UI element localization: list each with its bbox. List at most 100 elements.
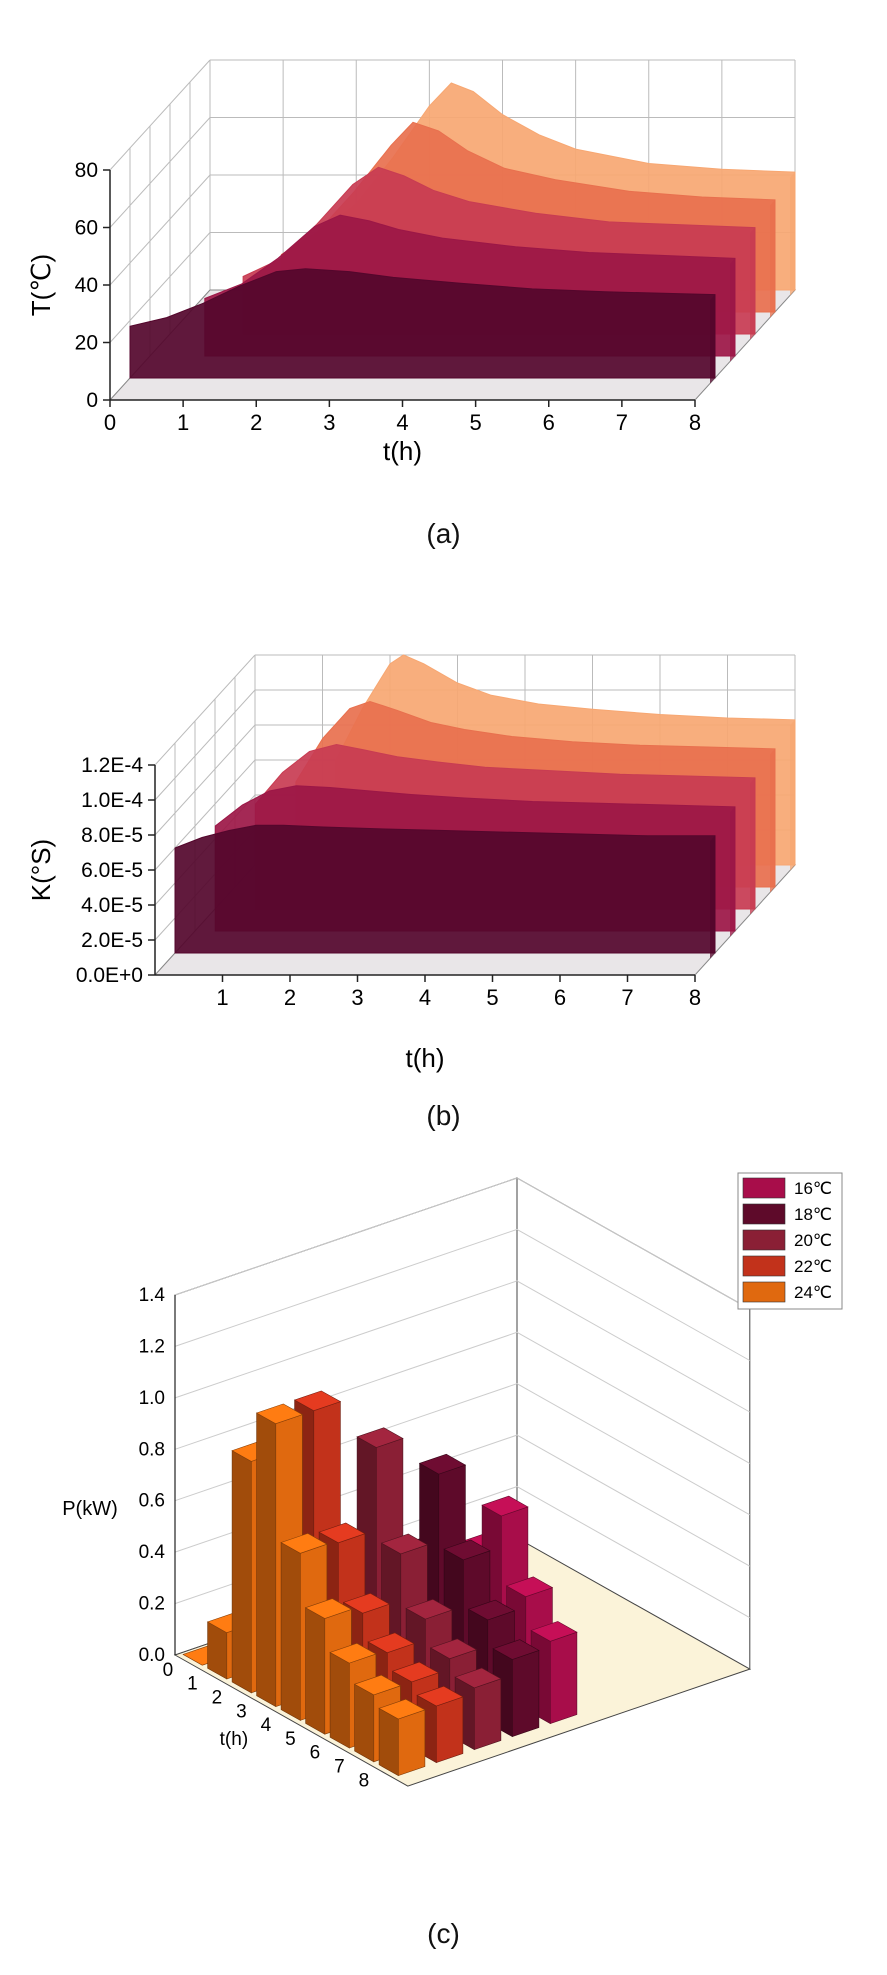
x-tick-label: 6 [554,985,566,1010]
bar-top [353,1674,402,1696]
area-side-20℃ [750,227,755,340]
panel-b: 1 2 3 4 5 6 7 8 0.0E+0 2.0E-5 4.0E-5 6.0E-5 8.0E-5 1.… [0,590,887,1110]
legend-swatch-24℃ [742,1281,786,1303]
y-tick-label: 0.8 [139,1439,165,1460]
bar-top [481,1495,529,1517]
y-tick-label: 0 [86,389,98,412]
x-tick-label: 4 [419,985,431,1010]
legend-label: 24℃ [794,1283,832,1302]
x-tick-label: 6 [543,410,555,435]
bar-front [473,1678,502,1751]
area-side-20℃ [750,777,755,915]
bar-side [280,1541,301,1721]
panel-c: 0.0 0.2 0.4 0.6 0.8 1.0 1.2 1.4 P(kW) 0 1 2 3 4 5 6 7 8 t(… [0,1165,887,1905]
x-tick-label: 7 [334,1757,345,1778]
area-series-24℃ [174,824,716,954]
bar-front [435,1696,464,1764]
y-tick-label: 0.4 [139,1542,166,1563]
y-tick-label: 0.0E+0 [76,964,143,987]
panel-a: 0 1 2 3 4 5 6 7 8 0 20 40 60 80 t(h) T(℃) [0,0,887,560]
legend-swatch-18℃ [742,1203,786,1225]
bar-top [356,1427,404,1448]
bar-side [378,1707,399,1777]
grid-line [174,1177,751,1310]
x-axis-title: t(h) [406,1043,445,1073]
legend-swatch-20℃ [742,1229,786,1251]
bar-top [342,1592,391,1614]
bar-top [255,1403,304,1425]
x-axis-title: t(h) [383,436,422,466]
y-tick-label: 1.0E-4 [81,789,143,812]
legend-swatch-22℃ [742,1255,786,1277]
bar-top [467,1599,516,1621]
bar-top [443,1539,491,1561]
y-tick-label: 1.2E-4 [81,754,143,777]
area-side-22℃ [730,258,735,362]
y-tick-label: 0.0 [139,1645,165,1666]
bar-top [304,1598,353,1619]
x-axis-title: t(h) [220,1729,249,1750]
y-axis-title: K(°S) [26,839,56,901]
side-grid-line [109,232,211,343]
y-tick-label: 0.2 [139,1594,165,1615]
y-tick-label: 60 [75,217,98,240]
x-tick-label: 3 [236,1701,247,1722]
x-tick-label: 5 [285,1729,296,1750]
bar-top [429,1638,478,1660]
y-tick-label: 4.0E-5 [81,894,143,917]
legend-label: 22℃ [794,1257,832,1276]
x-tick-label: 8 [359,1770,370,1791]
bar-side [305,1607,326,1735]
x-tick-label: 2 [284,985,296,1010]
bar-top [505,1576,554,1598]
y-tick-label: 1.4 [139,1285,166,1306]
x-tick-label: 0 [163,1660,174,1681]
x-tick-label: 1 [216,985,228,1010]
side-grid-line [154,759,256,871]
x-tick-label: 4 [261,1715,272,1736]
bar-top [492,1639,540,1660]
chart-b: 1 2 3 4 5 6 7 8 0.0E+0 2.0E-5 4.0E-5 6.0E-5 8.0E-5 1.… [26,654,797,1073]
x-tick-label: 6 [310,1743,321,1764]
area-side-24℃ [710,294,715,384]
bar-top [380,1533,429,1555]
y-axis-title: P(kW) [62,1498,118,1520]
x-tick-label: 2 [250,410,262,435]
legend-label: 20℃ [794,1231,832,1250]
x-tick-label: 0 [104,410,116,435]
bar-top [454,1667,502,1689]
bar-top [391,1661,440,1683]
bar-front [397,1709,426,1777]
x-tick-label: 2 [212,1688,223,1709]
area-series-24℃ [129,268,716,379]
side-grid-line [154,689,256,801]
y-tick-label: 1.0 [139,1388,165,1409]
bar-side [354,1683,375,1763]
area-side-24℃ [710,835,715,959]
x-tick-label: 7 [621,985,633,1010]
area-side-16℃ [790,172,795,296]
y-tick-label: 8.0E-5 [81,824,143,847]
y-tick-label: 0.6 [139,1491,165,1512]
bar-top [416,1685,464,1707]
y-tick-label: 6.0E-5 [81,859,143,882]
x-tick-label: 3 [351,985,363,1010]
caption-c: (c) [427,1918,460,1949]
x-tick-label: 7 [616,410,628,435]
side-grid-line [109,117,211,228]
bar-top [329,1642,377,1664]
bar-side [231,1450,252,1694]
bar-top [418,1453,467,1475]
bar-24℃-t8 [378,1698,426,1777]
bar-side [256,1412,277,1708]
x-tick-label: 1 [187,1674,198,1695]
x-tick-label: 8 [689,410,701,435]
bar-top [405,1598,453,1620]
side-grid-line [109,174,211,286]
y-tick-label: 20 [75,332,98,355]
bar-top [367,1632,415,1654]
x-tick-label: 5 [470,410,482,435]
x-tick-label: 3 [323,410,335,435]
